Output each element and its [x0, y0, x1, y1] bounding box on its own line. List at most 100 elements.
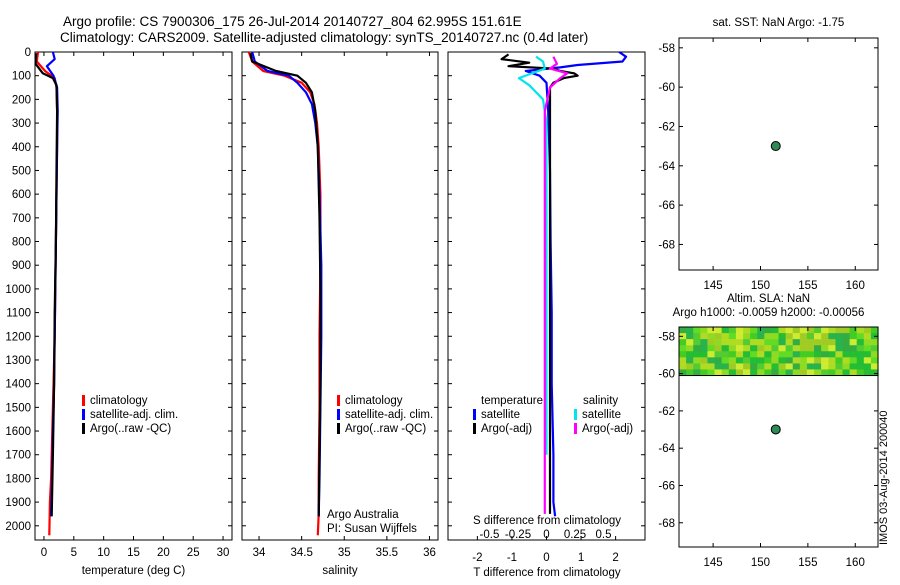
sla-heatmap-cell — [856, 351, 865, 358]
sla-heatmap-cell — [693, 351, 701, 358]
sla-heatmap-cell — [735, 327, 744, 334]
sla-heatmap-cell — [799, 333, 808, 340]
difference-xlabel: T difference from climatology — [473, 567, 620, 579]
salinity-xtick-label: 36 — [423, 547, 436, 559]
sla-heatmap-cell — [799, 369, 808, 377]
sla-heatmap-cell — [799, 345, 808, 352]
sst-map-argo-position-marker — [770, 141, 781, 152]
sla-heatmap-cell — [714, 345, 723, 352]
sst-map-title: sat. SST: NaN Argo: -1.75 — [713, 17, 845, 29]
sla-heatmap-cell — [821, 351, 829, 358]
sst_map-xtick-label: 160 — [846, 280, 865, 292]
sla-heatmap-cell — [771, 357, 780, 364]
sla-heatmap-cell — [806, 345, 815, 352]
sla-heatmap-cell — [721, 369, 730, 377]
sla-heatmap-cell — [814, 333, 822, 340]
sla-heatmap-cell — [863, 351, 872, 358]
sla-heatmap-cell — [679, 363, 687, 371]
difference-xtick-label: 1 — [578, 552, 584, 564]
sla-heatmap-cell — [806, 333, 815, 340]
temperature-ytick-label: 1300 — [5, 355, 31, 367]
sla-heatmap-cell — [750, 345, 758, 352]
sla_map-ytick-label: -66 — [658, 480, 675, 492]
sla-heatmap-cell — [721, 327, 730, 334]
sla-heatmap-cell — [707, 363, 716, 371]
sla-heatmap-cell — [806, 327, 815, 334]
sla-heatmap-cell — [686, 333, 694, 340]
sla-heatmap-cell — [821, 333, 829, 340]
sla-heatmap-cell — [799, 357, 808, 364]
salinity-xtick-label: 35 — [338, 547, 351, 559]
sla-heatmap-cell — [778, 333, 787, 340]
salinity-legend-swatch — [337, 423, 340, 434]
sla-heatmap-cell — [785, 357, 794, 364]
salinity-legend-label: Argo(..raw -QC) — [345, 423, 426, 435]
sla-heatmap-cell — [750, 333, 758, 340]
sla-heatmap-cell — [828, 327, 836, 334]
salinity-legend-label: climatology — [345, 395, 403, 407]
sla-heatmap-cell — [686, 339, 694, 346]
sla-heatmap-cell — [835, 351, 844, 358]
sla-map-frame — [678, 326, 879, 548]
sla-heatmap-cell — [806, 369, 815, 377]
temperature-ytick-label: 100 — [12, 71, 31, 83]
sla-heatmap-cell — [700, 357, 708, 364]
temperature-ytick-label: 700 — [12, 213, 31, 225]
sla-heatmap-cell — [821, 357, 829, 364]
temperature-xtick-label: 30 — [217, 547, 230, 559]
sla-heatmap-cell — [757, 327, 765, 334]
sla-heatmap-cell — [821, 339, 829, 346]
temperature-ytick-label: 0 — [25, 47, 31, 59]
sla-heatmap-cell — [814, 363, 822, 371]
sla-heatmap-cell — [806, 351, 815, 358]
sla_map-xtick-label: 145 — [704, 557, 723, 569]
sla-heatmap-cell — [707, 333, 716, 340]
sla-heatmap-cell — [842, 351, 851, 358]
figure-title-line2: Climatology: CARS2009. Satellite-adjuste… — [60, 30, 588, 45]
temperature-xtick-label: 25 — [187, 547, 200, 559]
sla-heatmap-cell — [707, 327, 716, 334]
sla-heatmap-cell — [821, 327, 829, 334]
sla-heatmap-cell — [842, 363, 851, 371]
sla-heatmap-cell — [728, 357, 737, 364]
salinity-series-argo-raw-qc- — [249, 52, 322, 517]
sla-heatmap-cell — [714, 357, 723, 364]
sla-heatmap-cell — [778, 327, 787, 334]
temperature-legend-label: satellite-adj. clim. — [90, 409, 178, 421]
sla-heatmap-cell — [870, 357, 879, 364]
sla-heatmap-cell — [743, 357, 751, 364]
temperature-xtick-label: 15 — [127, 547, 140, 559]
salinity-annotation-line: Argo Australia — [327, 509, 399, 521]
sla-heatmap-cell — [693, 363, 701, 371]
sla-heatmap-cell — [842, 345, 851, 352]
sla-heatmap-cell — [828, 333, 836, 340]
sla-heatmap-cell — [714, 339, 723, 346]
sla-heatmap-cell — [700, 369, 708, 377]
salinity-annotation-line: PI: Susan Wijffels — [327, 523, 417, 535]
difference-legend-label-temperature: Argo(-adj) — [481, 423, 532, 435]
difference-legend-label-salinity: Argo(-adj) — [582, 423, 633, 435]
sst_map-ytick-label: -60 — [658, 82, 675, 94]
sla-heatmap-cell — [707, 369, 716, 377]
difference-legend-label-temperature: satellite — [481, 409, 520, 421]
sla-heatmap-cell — [835, 333, 844, 340]
temperature-ytick-label: 400 — [12, 142, 31, 154]
sla_map-xtick-label: 160 — [846, 557, 865, 569]
temperature-ytick-label: 500 — [12, 165, 31, 177]
sla-heatmap-cell — [849, 345, 858, 352]
sla-heatmap-cell — [785, 339, 794, 346]
temperature-ytick-label: 1400 — [5, 379, 31, 391]
sla-heatmap-cell — [856, 345, 865, 352]
sla-heatmap-cell — [828, 351, 836, 358]
sla-heatmap-cell — [821, 369, 829, 377]
sla-heatmap-cell — [771, 345, 780, 352]
sla-heatmap-cell — [743, 345, 751, 352]
sla-heatmap-cell — [771, 327, 780, 334]
difference-legend-title-salinity: salinity — [583, 395, 618, 407]
sla-heatmap-cell — [863, 327, 872, 334]
sla-heatmap-cell — [735, 357, 744, 364]
sla-heatmap-cell — [721, 345, 730, 352]
sla-heatmap-cell — [764, 339, 772, 346]
sla-heatmap-cell — [870, 363, 879, 371]
